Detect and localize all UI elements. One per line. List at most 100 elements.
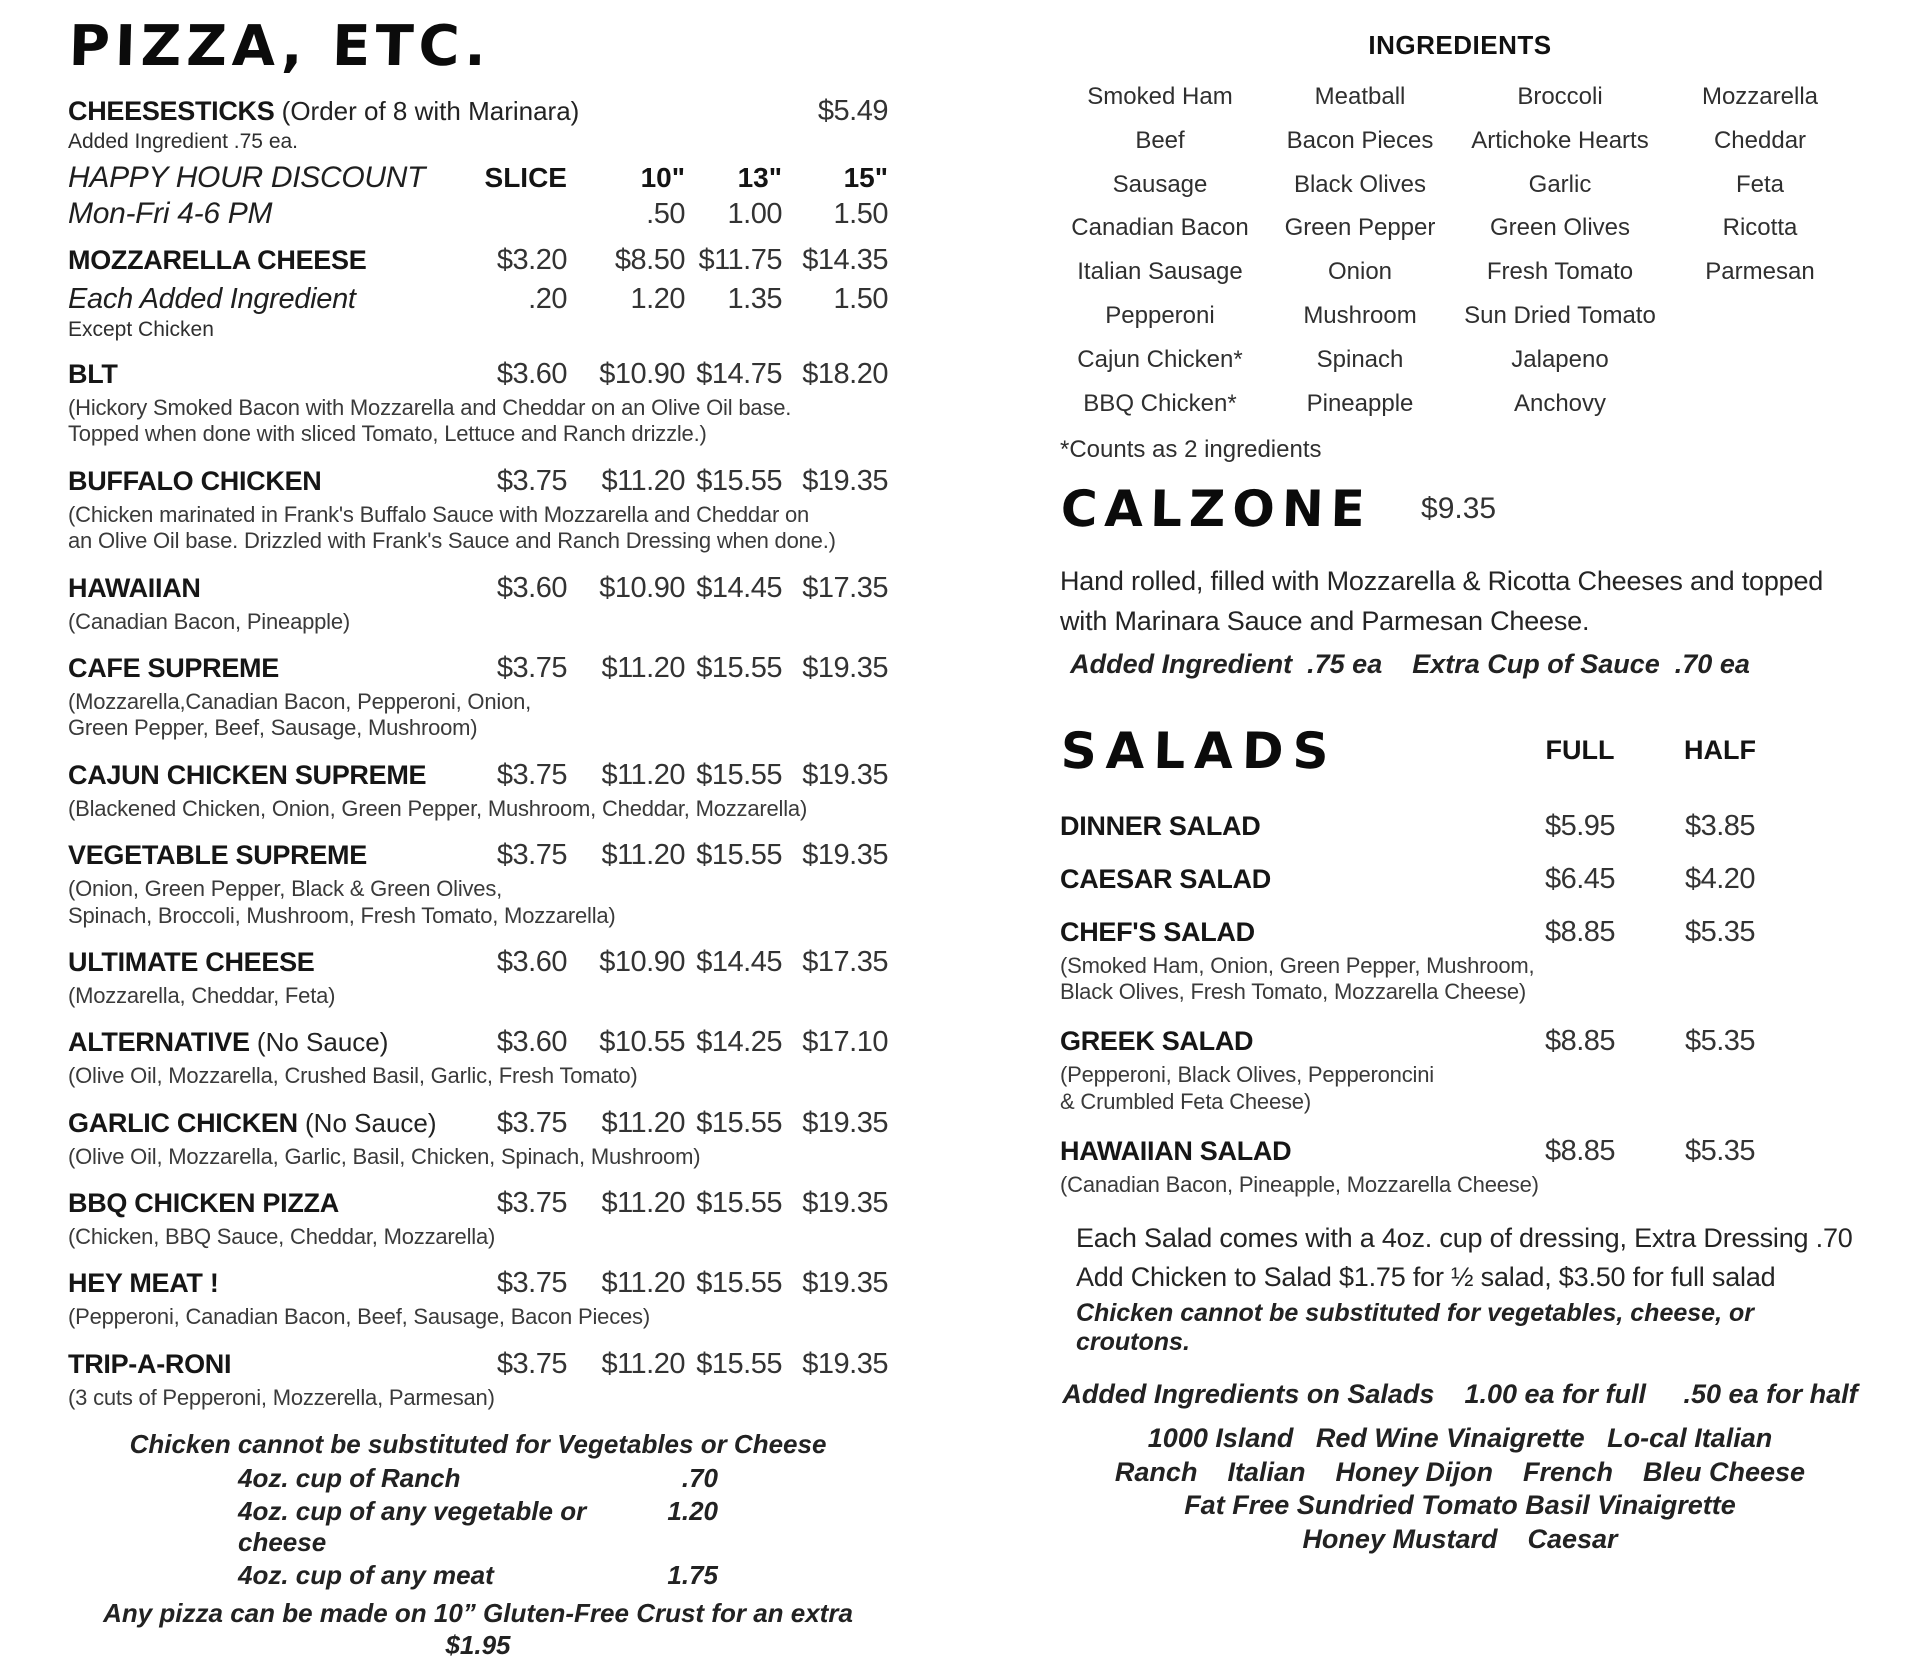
price-15in: $19.35 (802, 1347, 888, 1380)
ingredient (1660, 346, 1860, 375)
price-15in: $14.35 (802, 244, 888, 276)
price-half: $4.20 (1684, 862, 1756, 895)
pizza-menu-item: BUFFALO CHICKEN $3.75 $11.20 $15.55 $19.… (68, 464, 889, 555)
ingredient: Pepperoni (1105, 301, 1215, 329)
price-half: $5.35 (1684, 1025, 1756, 1058)
ingredients-grid: Smoked Ham Meatball Broccoli Mozzarella … (1060, 83, 1860, 418)
discount-10in: .50 (646, 198, 685, 230)
column-header-half: HALF (1684, 735, 1756, 766)
cup-price-row: 4oz. cup of Ranch .70 (238, 1463, 718, 1494)
substitution-note: Chicken cannot be substituted for Vegeta… (129, 1429, 827, 1460)
item-name: HEY MEAT ! (68, 1268, 219, 1299)
ingredient: Green Olives (1489, 214, 1631, 242)
salad-notes: Each Salad comes with a 4oz. cup of dres… (1060, 1219, 1860, 1357)
ingredient (1660, 302, 1860, 331)
salad-menu-item: GREEK SALAD $8.85 $5.35 (Pepperoni, Blac… (1060, 1025, 1860, 1115)
ingredient: Mushroom (1303, 301, 1417, 329)
price-10in: $10.90 (599, 358, 685, 390)
price-15in: $17.35 (802, 571, 888, 604)
price-10in: $8.50 (614, 244, 686, 276)
salad-menu-item: HAWAIIAN SALAD $8.85 $5.35 (Canadian Bac… (1060, 1135, 1860, 1198)
price-slice: $3.60 (496, 1026, 568, 1059)
salads-section: SALADS FULL HALF DINNER SALAD $5.95 $3.8… (1060, 722, 1860, 1557)
price-13in: $15.55 (696, 1106, 782, 1139)
item-name: CAFE SUPREME (68, 652, 279, 683)
price-slice: $3.75 (496, 839, 568, 872)
price-full: $6.45 (1544, 862, 1616, 895)
happy-hour-title: HAPPY HOUR DISCOUNT (68, 161, 426, 194)
ingredient: Meatball (1314, 83, 1406, 110)
ingredient: Cheddar (1713, 126, 1807, 154)
price-15in: $19.35 (802, 1106, 888, 1139)
ingredient: Italian Sausage (1077, 258, 1243, 286)
calzone-title: CALZONE (1060, 480, 1373, 539)
price-15in: $18.20 (802, 358, 888, 390)
price-15in: $19.35 (802, 1267, 888, 1300)
pizza-menu-item: ULTIMATE CHEESE $3.60 $10.90 $14.45 $17.… (68, 945, 889, 1009)
salad-name: DINNER SALAD (1060, 810, 1261, 841)
ingredient: Ricotta (1722, 214, 1798, 242)
cup-price-row: 4oz. cup of any meat 1.75 (238, 1560, 718, 1591)
item-description: (Canadian Bacon, Pineapple) (68, 608, 351, 634)
price-slice: $3.60 (496, 945, 568, 978)
price-slice: $3.75 (496, 1347, 568, 1380)
cheesesticks-price: $5.49 (817, 95, 889, 127)
dressing-options-line: Ranch Italian Honey Dijon French Bleu Ch… (1114, 1456, 1806, 1487)
ingredient: Sausage (1112, 170, 1208, 198)
dressing-options-line: 1000 Island Red Wine Vinaigrette Lo-cal … (1147, 1422, 1773, 1453)
item-description: (Mozzarella, Cheddar, Feta) (68, 982, 336, 1008)
salad-description: (Pepperoni, Black Olives, Pepperoncini &… (1060, 1062, 1434, 1114)
calzone-extras-note: Added Ingredient .75 ea Extra Cup of Sau… (1070, 648, 1750, 679)
ingredient: Canadian Bacon (1071, 214, 1249, 242)
item-name: MOZZARELLA CHEESE (68, 245, 367, 275)
ingredient: Sun Dried Tomato (1464, 301, 1656, 329)
price-13in: $15.55 (696, 464, 782, 497)
discount-13in: 1.00 (727, 198, 783, 230)
price-full: $8.85 (1544, 1135, 1616, 1168)
pizza-menu-item: TRIP-A-RONI $3.75 $11.20 $15.55 $19.35 (… (68, 1347, 889, 1411)
salad-menu-item: CHEF'S SALAD $8.85 $5.35 (Smoked Ham, On… (1060, 916, 1860, 1006)
cheesesticks-name: CHEESESTICKS (Order of 8 with Marinara) (68, 96, 580, 126)
pizza-section: PIZZA, ETC. CHEESESTICKS (Order of 8 wit… (68, 14, 889, 1662)
price-slice: $3.20 (496, 244, 568, 276)
pizza-section-title: PIZZA, ETC. (68, 14, 492, 79)
each-added-label: Each Added Ingredient (68, 283, 356, 315)
price-13in: $15.55 (696, 1267, 782, 1300)
salads-title: SALADS (1060, 721, 1339, 780)
cheesesticks-note: Added Ingredient .75 ea. (68, 130, 299, 153)
price-10in: $10.55 (599, 1026, 685, 1059)
price-half: $5.35 (1684, 1135, 1756, 1168)
ingredient: Black Olives (1293, 170, 1427, 198)
price-13in: $14.25 (696, 1026, 782, 1059)
item-name: HAWAIIAN (68, 572, 201, 603)
item-name: BUFFALO CHICKEN (68, 465, 322, 496)
cup-label: 4oz. cup of any vegetable or cheese (238, 1495, 587, 1557)
ingredients-title: INGREDIENTS (1368, 30, 1552, 60)
discount-15in: 1.50 (833, 198, 889, 230)
price-13in: $11.75 (698, 244, 782, 276)
price-slice: $3.75 (496, 1267, 568, 1300)
ingredient: Parmesan (1705, 258, 1815, 286)
cheesesticks-item: CHEESESTICKS (Order of 8 with Marinara) … (68, 95, 889, 128)
calzone-header: CALZONE $9.35 (1060, 480, 1860, 538)
price-full: $8.85 (1544, 1025, 1616, 1058)
salad-menu-item: CAESAR SALAD $6.45 $4.20 (1060, 863, 1860, 896)
column-header-slice: SLICE (484, 162, 567, 193)
pizza-menu-item: GARLIC CHICKEN (No Sauce) $3.75 $11.20 $… (68, 1106, 889, 1170)
ingredient (1660, 390, 1860, 419)
ingredient: Spinach (1316, 345, 1404, 373)
add-chicken-note: Add Chicken to Salad $1.75 for ½ salad, … (1076, 1261, 1776, 1292)
cup-label: 4oz. cup of Ranch (238, 1462, 461, 1493)
salad-menu-item: DINNER SALAD $5.95 $3.85 (1060, 810, 1860, 843)
column-header-13in: 13" (737, 162, 782, 193)
pizza-footer-notes: Chicken cannot be substituted for Vegeta… (68, 1428, 888, 1662)
price-slice: $3.75 (496, 651, 568, 684)
ingredient: Anchovy (1513, 389, 1607, 417)
ingredients-footnote: *Counts as 2 ingredients (1060, 436, 1322, 464)
dressing-options-line: Fat Free Sundried Tomato Basil Vinaigret… (1184, 1490, 1736, 1521)
salad-name: HAWAIIAN SALAD (1060, 1136, 1292, 1167)
price-half: $3.85 (1684, 809, 1756, 842)
item-description: (Olive Oil, Mozzarella, Crushed Basil, G… (68, 1063, 638, 1089)
price-13in: $14.75 (696, 358, 782, 390)
price-half: $5.35 (1684, 915, 1756, 948)
